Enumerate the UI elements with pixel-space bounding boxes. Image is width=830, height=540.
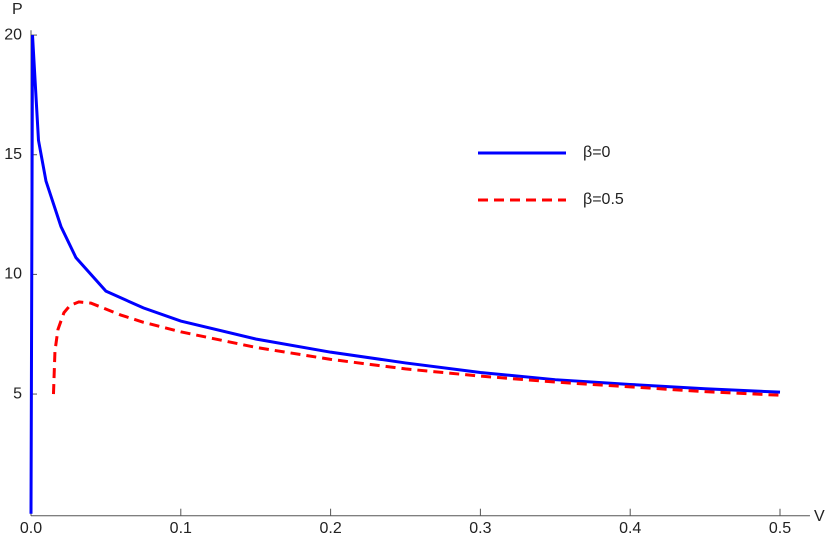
line-series: [51, 300, 781, 397]
x-axis-label: V: [814, 508, 825, 525]
y-tick-label: 10: [4, 266, 22, 283]
line-series: [29, 35, 781, 514]
x-tick-label: 0.3: [469, 520, 491, 537]
x-tick-label: 0.1: [170, 520, 192, 537]
y-tick-label: 15: [4, 146, 22, 163]
x-tick-label: 0.4: [619, 520, 641, 537]
y-tick-label: 20: [4, 26, 22, 43]
x-tick-label: 0.0: [20, 520, 42, 537]
legend-label: β=0: [583, 144, 611, 161]
y-axis-label: P: [12, 1, 23, 18]
x-tick-label: 0.2: [319, 520, 341, 537]
y-tick-label: 5: [13, 385, 22, 402]
x-tick-label: 0.5: [769, 520, 791, 537]
legend-label: β=0.5: [583, 191, 624, 208]
